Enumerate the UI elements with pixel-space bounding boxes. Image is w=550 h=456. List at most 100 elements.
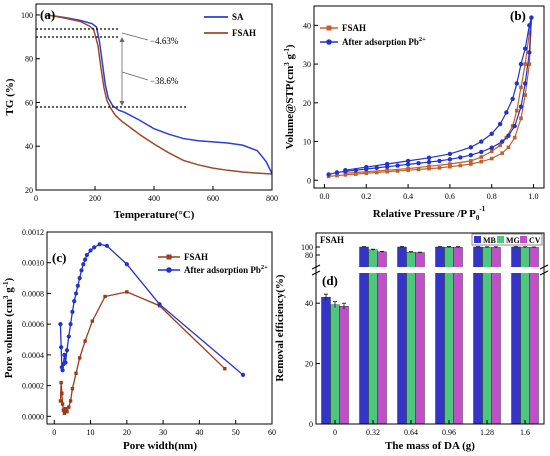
series-line-fsah: [328, 17, 533, 177]
data-point: [497, 121, 503, 127]
y-tick-label: 100: [301, 243, 313, 252]
bar-mg: [482, 247, 492, 425]
data-point: [426, 159, 432, 165]
panel-c-letter: (c): [52, 250, 66, 265]
y-tick-label: 100: [21, 11, 33, 20]
legend-label-sa: SA: [232, 12, 244, 22]
y-tick-label: 0: [309, 420, 313, 429]
x-tick-label: 0.6: [445, 192, 455, 201]
panel-b-xlabel: Relative Pressure /P P0-1: [373, 205, 486, 222]
x-tick-label: 50: [232, 428, 240, 437]
bar-mb: [435, 246, 445, 425]
x-tick-label: 0.96: [442, 428, 456, 437]
data-point: [64, 348, 70, 353]
data-point: [104, 243, 109, 248]
data-point: [529, 15, 534, 20]
data-point: [60, 391, 64, 395]
data-point: [489, 145, 494, 150]
data-point: [498, 143, 502, 148]
y-tick-label: 80: [305, 251, 313, 260]
legend-box: [471, 233, 543, 246]
bar-mg: [520, 247, 530, 425]
legend-marker-pb-c: [166, 267, 172, 273]
y-tick-label: 20: [303, 99, 311, 108]
data-point: [522, 46, 528, 51]
y-tick-label: 20: [305, 360, 313, 369]
data-point: [70, 386, 75, 391]
data-point: [447, 151, 453, 157]
data-point: [334, 170, 340, 175]
series-line-sa: [44, 14, 273, 174]
panel-d-plot-area: [310, 246, 550, 425]
panel-b-plot-area: [326, 15, 534, 179]
x-tick-label: 0: [333, 428, 337, 437]
data-point: [384, 161, 390, 167]
y-tick-label: 0.0000: [22, 412, 44, 421]
data-point: [522, 81, 528, 86]
data-point: [60, 368, 65, 373]
annot-label-38-6: −38.6%: [150, 76, 179, 86]
data-point: [66, 334, 71, 339]
axis-break-gap: [310, 267, 550, 273]
bar-cv: [415, 252, 425, 425]
bar-mb: [359, 246, 369, 425]
data-point: [157, 302, 162, 307]
panel-d-title: FSAH: [320, 235, 344, 245]
legend-swatch-mg: [497, 236, 504, 243]
data-point: [416, 161, 421, 166]
data-point: [364, 164, 369, 170]
bar-cv: [453, 246, 463, 425]
legend-marker-fsah-c: [166, 254, 172, 260]
data-point: [469, 162, 473, 166]
bar-cv: [491, 247, 501, 425]
x-tick-label: 60: [268, 428, 276, 437]
data-point: [83, 257, 88, 262]
panel-c-legend: FSAH After adsorption Pb2+: [158, 252, 268, 275]
panel-d-xlabel: The mass of DA (g): [385, 440, 475, 452]
data-point: [67, 405, 71, 409]
data-point: [63, 406, 68, 411]
data-point: [353, 167, 359, 173]
data-point: [335, 173, 339, 178]
legend-label-pb-b: After adsorption Pb2+: [342, 36, 426, 47]
data-point: [518, 61, 524, 67]
data-point: [68, 399, 73, 403]
panel-a-letter: (a): [40, 7, 55, 22]
annot-arrow-large: [121, 71, 149, 81]
x-tick-label: 1.0: [529, 192, 539, 201]
y-tick-label: 80: [25, 55, 33, 64]
data-point: [510, 96, 515, 102]
data-point: [515, 108, 519, 113]
data-point: [527, 62, 532, 66]
legend-label-fsah-b: FSAH: [342, 23, 366, 33]
panel-b-ticks: 0.0 0.2 0.4 0.6 0.8 1.0 0 10 20 30 40: [303, 21, 539, 201]
data-point: [240, 372, 246, 377]
data-point: [73, 291, 79, 296]
data-point: [448, 164, 452, 169]
data-point: [77, 275, 82, 281]
panel-d-letter: (d): [322, 273, 338, 288]
data-point: [59, 345, 64, 350]
data-point: [448, 162, 452, 166]
x-tick-label: 600: [207, 194, 219, 203]
panel-b-ylabel: Volume@STP(cm3 g-1): [283, 44, 296, 149]
legend-label-cv: CV: [529, 236, 541, 245]
data-point: [84, 252, 90, 258]
legend-swatch-cv: [520, 236, 527, 243]
y-tick-label: 10: [303, 138, 311, 147]
y-tick-label: 40: [25, 142, 33, 151]
y-tick-label: 40: [305, 299, 313, 308]
legend-label-mb: MB: [483, 236, 497, 245]
y-tick-label: 0.0006: [22, 320, 44, 329]
bar-mg: [444, 246, 454, 425]
annot-arrow-small: [121, 32, 149, 41]
axis-break-mark: [311, 264, 321, 270]
legend-label-fsah: FSAH: [232, 28, 256, 38]
data-point: [437, 166, 442, 170]
data-point: [506, 145, 511, 150]
data-point: [374, 165, 379, 171]
data-point: [63, 360, 68, 365]
data-point: [479, 149, 484, 155]
